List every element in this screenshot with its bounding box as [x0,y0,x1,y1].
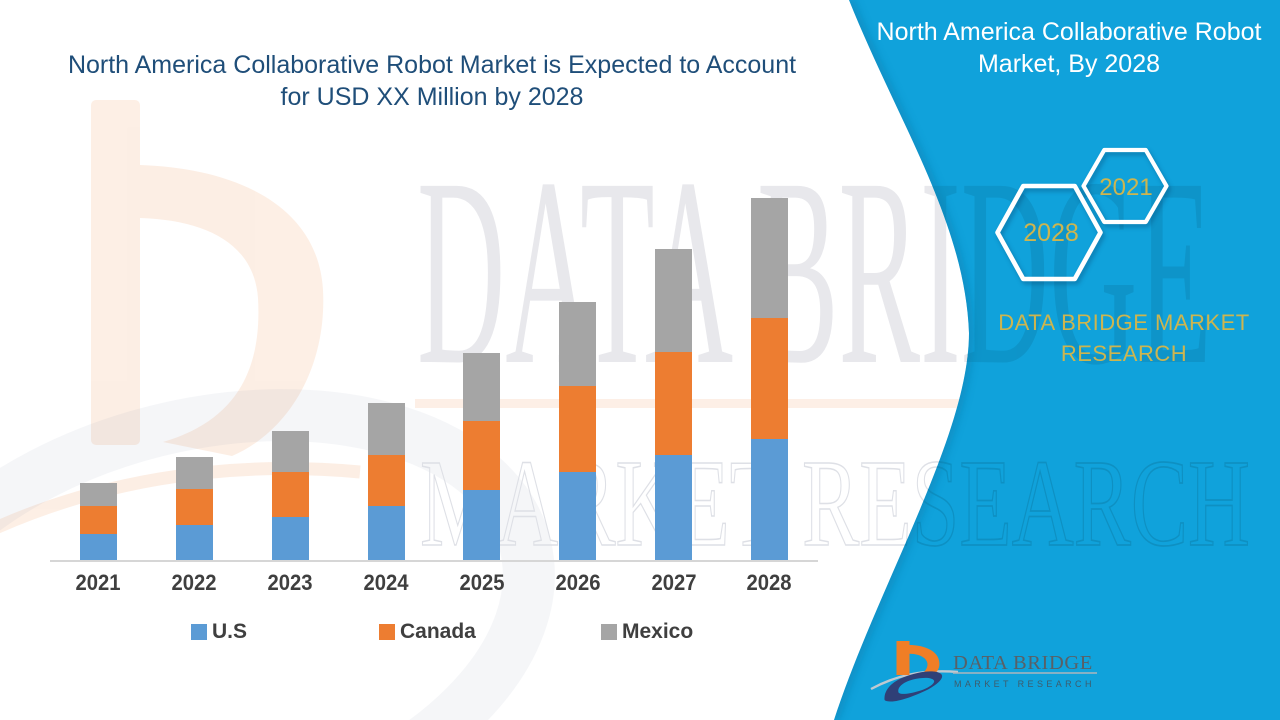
x-axis-label-2026: 2026 [555,570,601,595]
logo-b-bowl [909,645,940,674]
x-axis-label-2021: 2021 [75,570,121,595]
legend-label-Mexico: Mexico [622,620,694,643]
hexagon-2021-outline [1081,147,1169,225]
bar-2024 [367,0,405,561]
bar-2026-segment-Mexico [559,302,597,386]
bar-2028 [750,0,788,561]
legend-item-Canada: Canada [379,620,476,644]
x-axis-label-2028: 2028 [746,570,792,595]
legend-item-Mexico: Mexico [601,620,693,644]
bar-2022-segment-Mexico [175,457,213,489]
watermark-b-stem [91,100,140,445]
panel-title-line1: North America Collaborative Robot [876,18,1262,46]
bar-2021-segment-Mexico [79,483,117,506]
bar-2021-segment-Canada [79,506,117,534]
bar-2022-segment-U.S [175,525,213,561]
x-axis-label-2027: 2027 [651,570,697,595]
bar-2022 [175,0,213,561]
chart-title-line2: for USD XX Million by 2028 [280,83,584,111]
logo-wordmark: DATA BRIDGE [953,652,1093,674]
brand-name-line1: DATA BRIDGE MARKET [998,310,1250,335]
watermark-b-bowl [140,165,324,456]
bar-2028-segment-U.S [750,439,788,561]
bar-2027 [655,0,693,561]
hexagon-2028-label: 2028 [1023,219,1079,247]
bar-2028-segment-Mexico [750,198,788,318]
logo-b-glyph [896,641,940,675]
bar-2024-segment-U.S [367,506,405,561]
bar-2025-segment-Canada [463,421,501,490]
hexagon-2021 [1081,147,1169,225]
watermark-underline [415,399,1245,408]
chart-title-line1: North America Collaborative Robot Market… [67,51,797,79]
bar-2027-segment-Canada [655,352,693,455]
watermark-ring [0,389,555,720]
databridge-logo: DATA BRIDGE MARKET RESEARCH [870,641,1097,702]
logo-subtitle: MARKET RESEARCH [954,679,1095,689]
bar-2026-segment-U.S [559,472,597,561]
bar-2021-segment-U.S [79,534,117,561]
bar-2023 [271,0,309,561]
brand-name: DATA BRIDGE MARKET RESEARCH [962,307,1280,369]
bar-2027-segment-Mexico [655,249,693,352]
logo-silver-swoosh [870,670,959,691]
bar-2026-segment-Canada [559,386,597,472]
hexagon-2021-label: 2021 [1099,174,1152,201]
swoosh-ring-watermark [0,389,555,720]
panel-title: North America Collaborative Robot Market… [868,16,1270,80]
bar-2025-segment-Mexico [463,353,501,421]
x-axis-label-2022: 2022 [171,570,217,595]
bar-2026 [559,0,597,561]
x-axis-label-2023: 2023 [267,570,313,595]
bar-2021 [79,0,117,561]
legend-label-U.S: U.S [212,620,248,643]
bar-2025 [463,0,501,561]
hexagon-badges: 2021 2028 [995,147,1169,282]
x-axis-label-2025: 2025 [459,570,505,595]
logo-navy-swoosh [884,671,943,702]
legend-swatch-Canada [379,624,395,640]
brand-name-line2: RESEARCH [1060,341,1188,366]
bar-2024-segment-Mexico [367,403,405,455]
bar-2027-segment-U.S [655,455,693,561]
bar-2023-segment-Canada [271,472,309,517]
x-axis-label-2024: 2024 [363,570,409,595]
chart-title: North America Collaborative Robot Market… [32,49,832,113]
panel-title-line2: Market, By 2028 [977,50,1161,78]
bar-2022-segment-Canada [175,489,213,525]
bar-2028-segment-Canada [750,318,788,439]
legend-swatch-U.S [191,624,207,640]
bar-2023-segment-U.S [271,517,309,561]
bar-2023-segment-Mexico [271,431,309,472]
bar-2024-segment-Canada [367,455,405,506]
hexagon-2028 [995,183,1103,282]
legend-label-Canada: Canada [400,620,476,643]
hexagon-2028-outline [995,183,1103,282]
legend-swatch-Mexico [601,624,617,640]
legend-item-U.S: U.S [191,620,247,644]
logo-b-stem [896,641,910,675]
cyan-panel [834,0,1280,720]
x-axis-line [50,560,818,562]
bar-2025-segment-U.S [463,490,501,561]
